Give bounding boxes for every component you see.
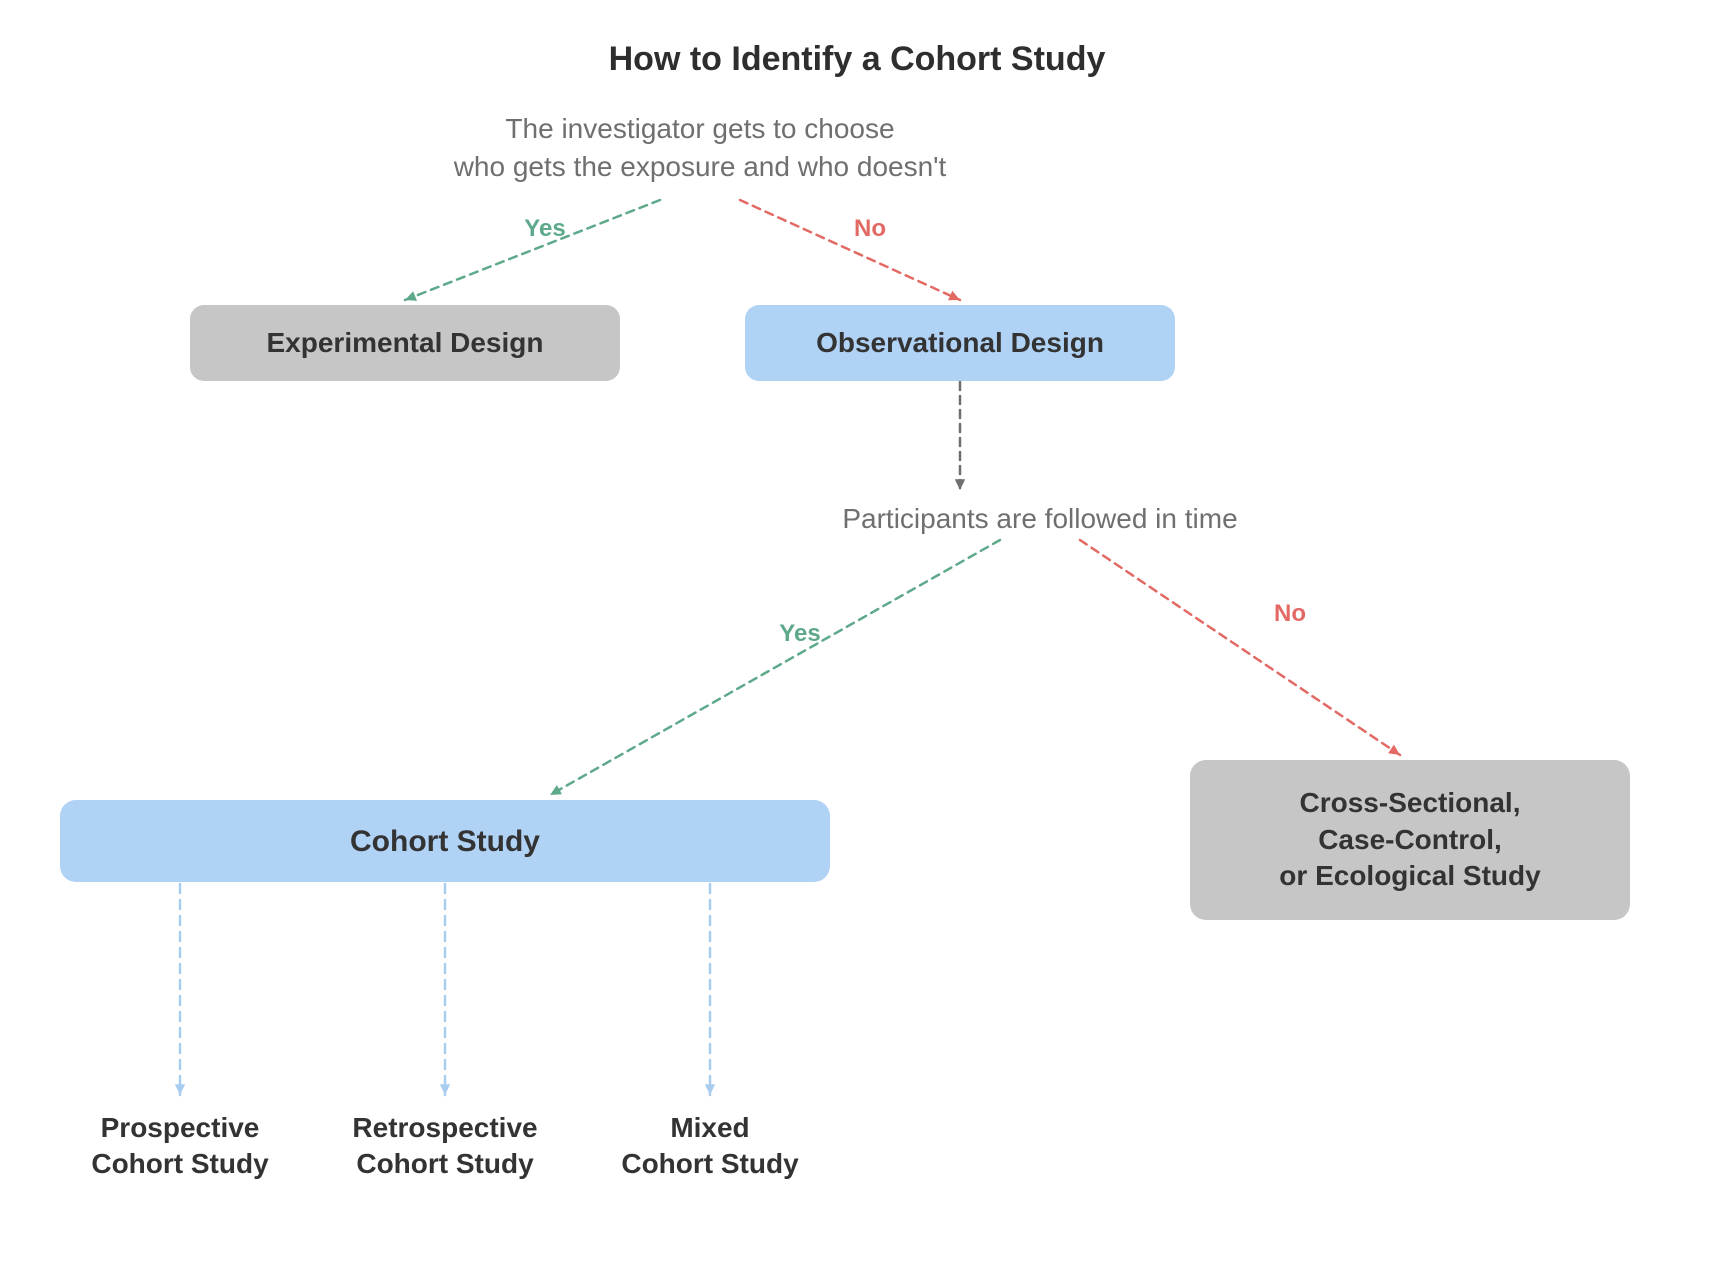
leaf-mixed: Mixed Cohort Study bbox=[621, 1110, 798, 1183]
edges-overlay bbox=[0, 0, 1714, 1261]
node-cross-sectional: Cross-Sectional, Case-Control, or Ecolog… bbox=[1190, 760, 1630, 920]
edge-label-no-2: No bbox=[1274, 600, 1306, 628]
node-experimental-design: Experimental Design bbox=[190, 305, 620, 381]
question-followed-in-time: Participants are followed in time bbox=[842, 500, 1237, 538]
node-cohort-study: Cohort Study bbox=[60, 800, 830, 882]
question-investigator: The investigator gets to choose who gets… bbox=[454, 110, 947, 186]
edge-label-yes-2: Yes bbox=[779, 620, 820, 648]
edge-label-no-1: No bbox=[854, 215, 886, 243]
node-observational-design: Observational Design bbox=[745, 305, 1175, 381]
edge-label-yes-1: Yes bbox=[524, 215, 565, 243]
leaf-prospective: Prospective Cohort Study bbox=[91, 1110, 268, 1183]
flowchart-canvas: How to Identify a Cohort Study The inves… bbox=[0, 0, 1714, 1261]
chart-title: How to Identify a Cohort Study bbox=[609, 40, 1106, 79]
leaf-retrospective: Retrospective Cohort Study bbox=[352, 1110, 537, 1183]
